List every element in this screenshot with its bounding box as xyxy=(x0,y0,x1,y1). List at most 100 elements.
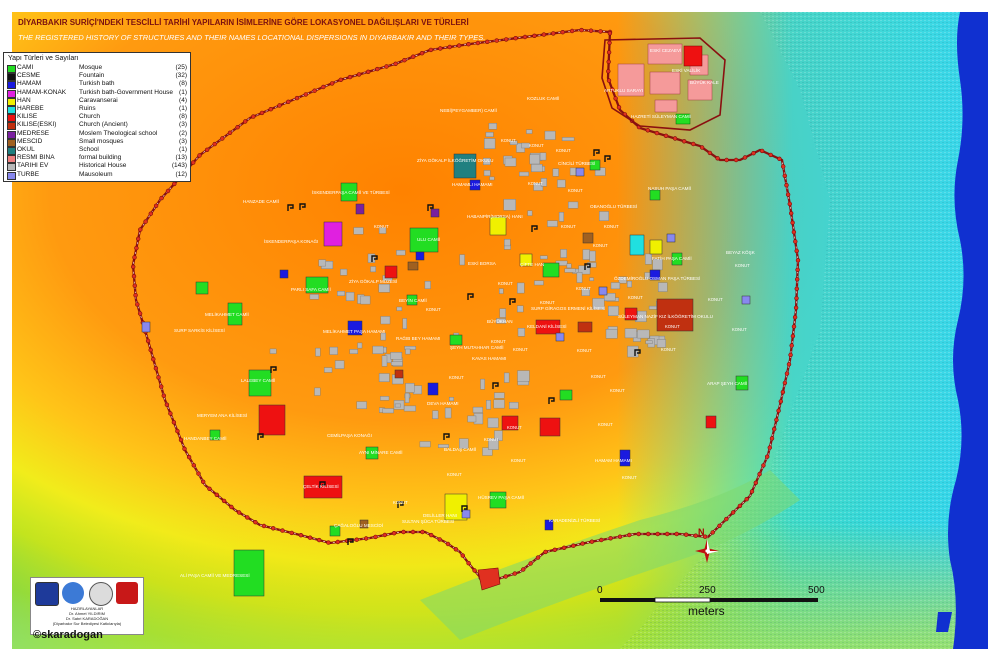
historical-house[interactable] xyxy=(645,253,652,265)
building-hamam[interactable] xyxy=(649,269,661,281)
building-mescid[interactable] xyxy=(359,519,369,529)
building-hamam[interactable] xyxy=(469,179,481,191)
historical-house[interactable] xyxy=(504,238,511,247)
historical-house[interactable] xyxy=(499,308,506,318)
historical-house[interactable] xyxy=(380,316,391,325)
historical-house[interactable] xyxy=(318,259,326,267)
building-han[interactable] xyxy=(519,253,533,267)
building-cami[interactable] xyxy=(340,182,358,202)
building-cami[interactable] xyxy=(542,262,560,278)
historical-house[interactable] xyxy=(517,282,525,294)
historical-house[interactable] xyxy=(360,295,371,305)
historical-house[interactable] xyxy=(540,178,547,187)
building-medrese[interactable] xyxy=(355,203,365,215)
eski-cezaevi-building[interactable] xyxy=(683,45,703,67)
historical-house[interactable] xyxy=(604,293,616,301)
building-turbe[interactable] xyxy=(555,332,565,342)
historical-house[interactable] xyxy=(539,152,547,161)
historical-house[interactable] xyxy=(404,392,410,404)
building-cami[interactable] xyxy=(559,389,573,401)
historical-house[interactable] xyxy=(527,210,533,216)
building-han[interactable] xyxy=(649,239,663,255)
historical-house[interactable] xyxy=(402,318,407,330)
fountain-icon[interactable] xyxy=(461,505,468,512)
building-hamam[interactable] xyxy=(279,269,289,279)
historical-house[interactable] xyxy=(432,410,439,420)
building-han[interactable] xyxy=(489,216,507,236)
historical-house[interactable] xyxy=(529,154,540,165)
historical-house[interactable] xyxy=(488,122,497,130)
building-medrese[interactable] xyxy=(430,208,440,218)
historical-house[interactable] xyxy=(627,345,639,358)
historical-house[interactable] xyxy=(356,401,367,409)
historical-house[interactable] xyxy=(544,130,556,140)
historical-house[interactable] xyxy=(589,277,594,281)
fountain-icon[interactable] xyxy=(509,298,516,305)
fountain-icon[interactable] xyxy=(319,481,326,488)
historical-house[interactable] xyxy=(396,249,406,256)
building-cami[interactable] xyxy=(329,525,341,537)
building-cami[interactable] xyxy=(489,491,507,509)
historical-house[interactable] xyxy=(391,361,403,366)
historical-house[interactable] xyxy=(608,305,619,317)
fountain-icon[interactable] xyxy=(634,349,641,356)
historical-house[interactable] xyxy=(378,283,390,293)
historical-house[interactable] xyxy=(519,171,529,177)
fountain-icon[interactable] xyxy=(467,293,474,300)
historical-house[interactable] xyxy=(605,329,618,339)
historical-house[interactable] xyxy=(390,352,403,360)
historical-house[interactable] xyxy=(485,131,494,137)
historical-house[interactable] xyxy=(396,306,403,311)
historical-house[interactable] xyxy=(547,220,558,227)
building-mescid[interactable] xyxy=(582,232,594,244)
historical-house[interactable] xyxy=(353,227,364,235)
historical-house[interactable] xyxy=(444,407,452,419)
fountain-icon[interactable] xyxy=(287,204,294,211)
historical-house[interactable] xyxy=(394,403,401,408)
historical-house[interactable] xyxy=(496,318,506,324)
building-kilise[interactable] xyxy=(258,404,286,436)
fountain-icon[interactable] xyxy=(427,204,434,211)
historical-house[interactable] xyxy=(561,137,575,141)
historical-house[interactable] xyxy=(382,408,394,414)
historical-house[interactable] xyxy=(357,342,363,349)
historical-house[interactable] xyxy=(533,183,544,191)
historical-house[interactable] xyxy=(494,392,505,399)
building-hamam[interactable] xyxy=(427,382,439,396)
fountain-icon[interactable] xyxy=(531,225,538,232)
resmi-bina-2[interactable] xyxy=(617,63,645,97)
historical-house[interactable] xyxy=(419,441,431,448)
historical-house[interactable] xyxy=(378,373,390,383)
fountain-icon[interactable] xyxy=(593,149,600,156)
building-cami[interactable] xyxy=(735,375,749,391)
historical-house[interactable] xyxy=(560,249,567,258)
building-kilise[interactable] xyxy=(624,307,638,321)
historical-house[interactable] xyxy=(486,400,491,410)
historical-house[interactable] xyxy=(627,280,633,288)
historical-house[interactable] xyxy=(517,370,530,382)
building-cami[interactable] xyxy=(449,334,463,346)
building-kilise-eski-[interactable] xyxy=(656,298,694,332)
building-kilise-eski-[interactable] xyxy=(394,369,404,379)
historical-house[interactable] xyxy=(315,347,321,357)
historical-house[interactable] xyxy=(581,288,590,296)
fountain-icon[interactable] xyxy=(299,203,306,210)
historical-house[interactable] xyxy=(438,444,449,448)
building-hamam-konak[interactable] xyxy=(323,221,343,247)
historical-house[interactable] xyxy=(503,199,516,211)
historical-house[interactable] xyxy=(540,255,548,260)
historical-house[interactable] xyxy=(480,378,485,390)
historical-house[interactable] xyxy=(324,367,333,373)
resmi-bina-1[interactable] xyxy=(647,43,683,65)
historical-house[interactable] xyxy=(459,438,469,449)
historical-house[interactable] xyxy=(526,129,533,134)
historical-house[interactable] xyxy=(449,397,454,402)
historical-house[interactable] xyxy=(378,227,387,234)
historical-house[interactable] xyxy=(309,294,319,300)
historical-house[interactable] xyxy=(509,140,518,146)
fountain-icon[interactable] xyxy=(443,433,450,440)
building-hamam[interactable] xyxy=(544,519,554,531)
historical-house[interactable] xyxy=(489,176,495,181)
building-kilise-eski-[interactable] xyxy=(577,321,593,333)
historical-house[interactable] xyxy=(340,268,348,276)
